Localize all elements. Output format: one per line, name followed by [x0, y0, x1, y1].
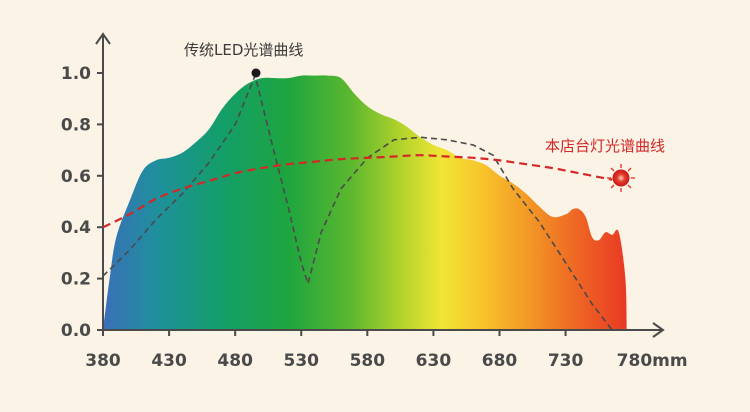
x-tick-label: 480 [217, 351, 253, 371]
x-tick-label: 630 [416, 351, 452, 371]
x-tick-label: 580 [350, 351, 386, 371]
x-tick-label: 380 [85, 351, 121, 371]
led-spectrum-line [102, 73, 613, 331]
x-axis-arrow [652, 322, 665, 338]
y-tick-label: 0.4 [61, 218, 91, 238]
sun-icon [607, 164, 635, 192]
y-tick-label: 1.0 [61, 64, 91, 84]
x-tick-label: 430 [151, 351, 187, 371]
led-peak-marker [251, 68, 261, 78]
x-tick-label: 780mm [617, 351, 688, 371]
y-tick-label: 0.6 [61, 167, 91, 187]
led-label: 传统LED光谱曲线 [184, 41, 303, 59]
x-tick-label: 530 [283, 351, 319, 371]
y-axis-ticks: 0.0 0.2 0.4 0.6 0.8 1.0 [61, 64, 103, 341]
y-axis-arrow [95, 32, 111, 45]
y-tick-label: 0.2 [61, 270, 91, 290]
x-tick-label: 680 [482, 351, 518, 371]
x-axis-ticks: 380 430 480 530 580 630 680 730 780mm [85, 330, 688, 371]
lamp-label: 本店台灯光谱曲线 [545, 137, 665, 155]
x-tick-label: 730 [548, 351, 584, 371]
lamp-spectrum-line [102, 154, 613, 229]
y-tick-label: 0.8 [61, 115, 91, 135]
spectrum-fill-area [103, 75, 627, 330]
y-tick-label: 0.0 [61, 321, 91, 341]
